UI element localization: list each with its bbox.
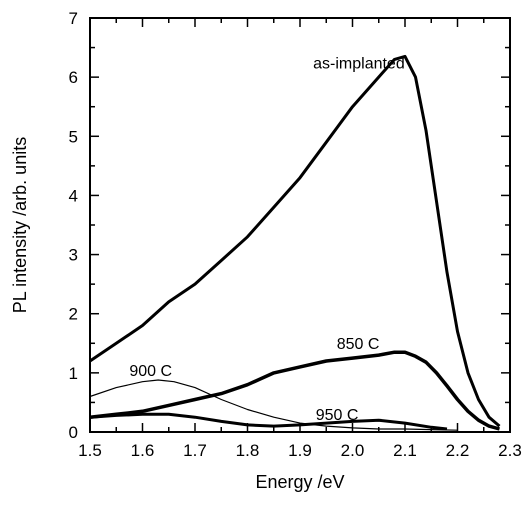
series-label-as-implanted: as-implanted <box>313 55 405 72</box>
y-tick-label: 7 <box>69 9 78 28</box>
series-labels: as-implanted 850 C 900 C 950 C <box>129 55 404 424</box>
x-tick-labels: 1.5 1.6 1.7 1.8 1.9 2.0 2.1 2.2 2.3 <box>78 441 522 460</box>
x-tick-label: 1.5 <box>78 441 102 460</box>
series-line-950c <box>90 414 447 429</box>
series-label-950c: 950 C <box>316 407 359 424</box>
series-label-900c: 900 C <box>129 363 172 380</box>
y-tick-labels: 0 1 2 3 4 5 6 7 <box>69 9 78 442</box>
x-tick-label: 2.0 <box>341 441 365 460</box>
series-label-850c: 850 C <box>337 336 380 353</box>
x-tick-label: 2.3 <box>498 441 522 460</box>
x-tick-label: 1.7 <box>183 441 207 460</box>
x-tick-label: 1.6 <box>131 441 155 460</box>
y-tick-label: 4 <box>69 186 78 205</box>
y-tick-label: 0 <box>69 423 78 442</box>
x-tick-label: 2.1 <box>393 441 417 460</box>
y-tick-label: 1 <box>69 364 78 383</box>
x-tick-label: 2.2 <box>446 441 470 460</box>
y-tick-label: 5 <box>69 127 78 146</box>
y-tick-label: 6 <box>69 68 78 87</box>
y-tick-label: 3 <box>69 246 78 265</box>
x-axis-title: Energy /eV <box>255 472 344 492</box>
y-axis-title: PL intensity /arb. units <box>10 137 30 313</box>
x-tick-label: 1.8 <box>236 441 260 460</box>
y-tick-label: 2 <box>69 305 78 324</box>
x-tick-label: 1.9 <box>288 441 312 460</box>
